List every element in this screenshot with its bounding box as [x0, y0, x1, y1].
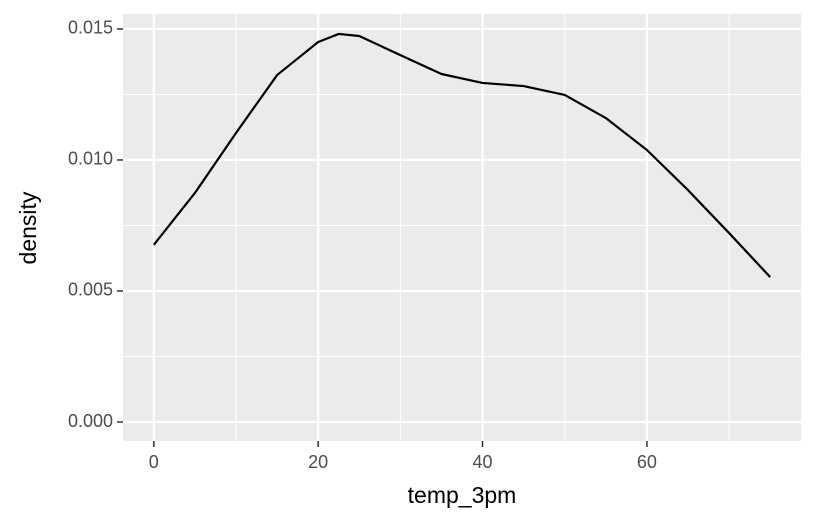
x-axis-label: temp_3pm — [408, 482, 517, 508]
y-tick-label: 0.000 — [68, 411, 113, 431]
y-tick-label: 0.005 — [68, 280, 113, 300]
x-tick-label: 60 — [637, 452, 657, 472]
x-tick-label: 20 — [308, 452, 328, 472]
y-tick-label: 0.010 — [68, 149, 113, 169]
x-tick-label: 40 — [473, 452, 493, 472]
density-line — [152, 32, 771, 278]
x-tick-label: 0 — [149, 452, 159, 472]
y-tick-label: 0.015 — [68, 18, 113, 38]
y-axis-label: density — [15, 191, 41, 264]
